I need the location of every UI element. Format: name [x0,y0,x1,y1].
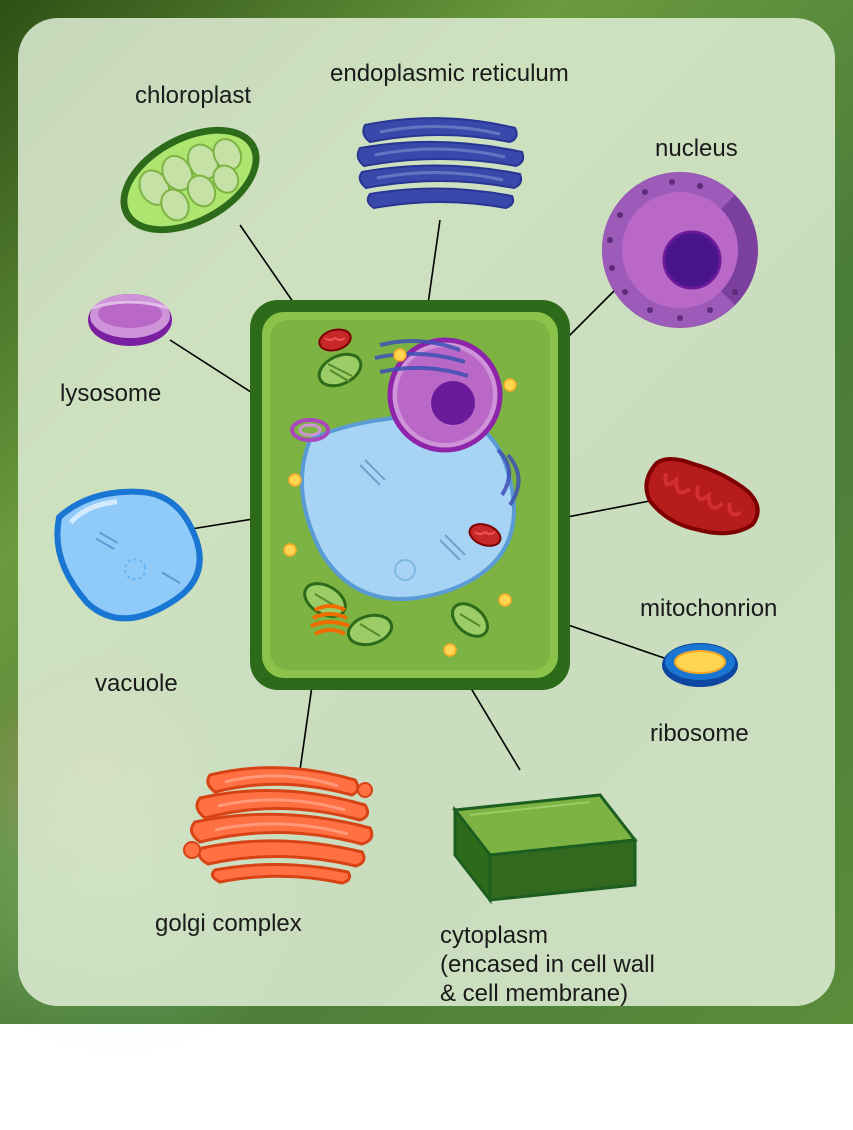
cell-diagram: chloroplast endoplasmic reticulum nucleu… [0,0,853,1024]
vacuole-icon [48,474,212,632]
chloroplast-icon [103,105,278,255]
er-icon [358,118,523,208]
ribosome-icon [662,643,738,687]
label-nucleus: nucleus [655,135,738,164]
mitochondrion-icon [635,447,766,553]
label-cytoplasm: cytoplasm (encased in cell wall & cell m… [440,922,655,1008]
leader-lines [170,220,670,770]
label-vacuole: vacuole [95,670,178,699]
plant-cell [250,300,570,690]
nucleus-icon [602,172,758,328]
label-er: endoplasmic reticulum [330,60,569,89]
lysosome-icon [88,294,172,346]
label-lysosome: lysosome [60,380,161,409]
label-chloroplast: chloroplast [135,82,251,111]
label-golgi: golgi complex [155,910,302,939]
label-mitochondrion: mitochonrion [640,595,777,624]
label-ribosome: ribosome [650,720,749,749]
golgi-icon [184,768,372,883]
cytoplasm-icon [455,795,635,900]
